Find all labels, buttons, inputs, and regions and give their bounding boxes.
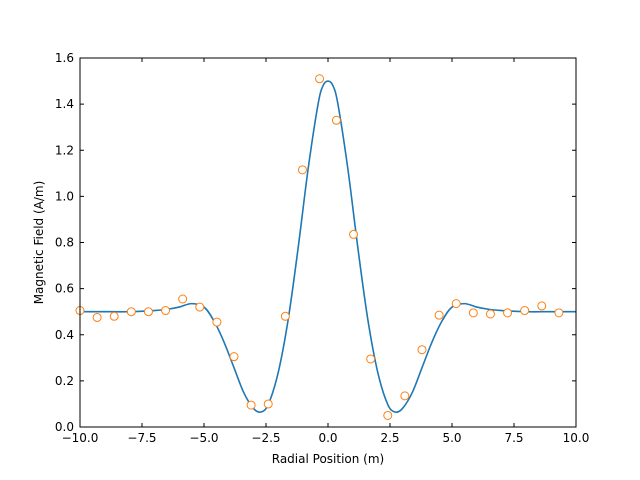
data-point: [349, 229, 359, 239]
data-point: [92, 312, 102, 322]
data-point: [451, 299, 461, 309]
x-tick-label: 7.5: [504, 431, 523, 445]
data-point: [485, 309, 495, 319]
plot-area: [80, 58, 576, 427]
data-point: [280, 311, 290, 321]
data-point: [263, 399, 273, 409]
data-point: [161, 306, 171, 316]
x-tick-label: −7.5: [127, 431, 156, 445]
y-tick-label: 1.0: [55, 189, 74, 203]
data-point: [520, 306, 530, 316]
data-point: [109, 311, 119, 321]
x-axis-label: Radial Position (m): [272, 452, 384, 466]
y-tick-label: 1.2: [55, 143, 74, 157]
x-tick-label: 0.0: [318, 431, 337, 445]
data-point: [297, 165, 307, 175]
y-tick-label: 0.0: [55, 420, 74, 434]
data-point: [383, 410, 393, 420]
data-point: [315, 74, 325, 84]
data-point: [229, 352, 239, 362]
data-point: [143, 307, 153, 317]
data-point: [554, 308, 564, 318]
scatter-series-layer: [75, 74, 564, 420]
data-point: [246, 400, 256, 410]
data-point: [366, 354, 376, 364]
x-tick-label: 10.0: [563, 431, 590, 445]
y-axis-ticks: 0.0 0.2 0.4 0.6 0.8 1.0 1.2 1.4 1.6: [55, 51, 576, 434]
data-point: [178, 294, 188, 304]
y-tick-label: 0.8: [55, 236, 74, 250]
y-tick-label: 1.6: [55, 51, 74, 65]
data-point: [400, 391, 410, 401]
data-point: [212, 317, 222, 327]
x-axis-ticks: −10.0 −7.5 −5.0 −2.5 0.0 2.5 5.0 7.5 10.0: [62, 58, 590, 445]
x-tick-label: −5.0: [189, 431, 218, 445]
y-tick-label: 0.2: [55, 374, 74, 388]
data-point: [417, 345, 427, 355]
data-point: [434, 310, 444, 320]
x-tick-label: 5.0: [442, 431, 461, 445]
y-axis-label: Magnetic Field (A/m): [32, 181, 46, 305]
data-point: [503, 308, 513, 318]
data-point: [195, 302, 205, 312]
y-tick-label: 0.4: [55, 328, 74, 342]
x-tick-label: −10.0: [62, 431, 99, 445]
x-tick-label: 2.5: [380, 431, 399, 445]
x-tick-label: −2.5: [251, 431, 280, 445]
data-point: [331, 115, 341, 125]
data-point: [126, 307, 136, 317]
data-point: [468, 308, 478, 318]
y-tick-label: 1.4: [55, 97, 74, 111]
y-tick-label: 0.6: [55, 282, 74, 296]
data-point: [537, 301, 547, 311]
